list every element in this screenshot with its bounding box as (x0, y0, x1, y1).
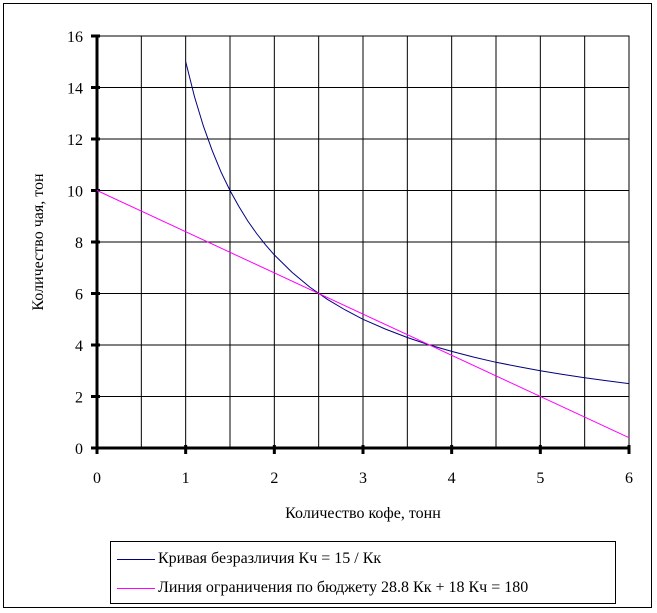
y-tick-label: 4 (75, 338, 83, 355)
y-tick-label: 16 (67, 29, 83, 46)
y-tick-label: 2 (75, 390, 83, 407)
indifference-curve-line (185, 61, 630, 385)
legend: Кривая безразличия Кч = 15 / Кк Линия ог… (110, 541, 616, 604)
legend-item-budget-line: Линия ограничения по бюджету 28.8 Кк + 1… (111, 577, 615, 599)
x-tick-label: 0 (93, 470, 101, 487)
y-tick-label: 0 (75, 441, 83, 458)
y-tick-label: 14 (67, 81, 83, 98)
y-tick-label: 12 (67, 132, 83, 149)
legend-item-indifference-curve: Кривая безразличия Кч = 15 / Кк (111, 548, 615, 570)
legend-swatch-budget-line (117, 588, 155, 589)
legend-swatch-indifference-curve (117, 559, 155, 560)
y-tick-label: 10 (67, 184, 83, 201)
x-tick-label: 4 (448, 470, 456, 487)
y-axis-title: Количество чая, тон (30, 173, 47, 311)
x-tick-label: 6 (625, 470, 633, 487)
x-tick-label: 5 (536, 470, 544, 487)
chart-area (3, 3, 652, 608)
legend-label-indifference-curve: Кривая безразличия Кч = 15 / Кк (158, 550, 382, 567)
x-tick-label: 1 (182, 470, 190, 487)
budget-line (96, 190, 630, 439)
x-axis-title: Количество кофе, тонн (285, 505, 441, 522)
y-tick-label: 6 (75, 287, 83, 304)
legend-label-budget-line: Линия ограничения по бюджету 28.8 Кк + 1… (158, 579, 529, 596)
y-tick-label: 8 (75, 235, 83, 252)
x-tick-label: 3 (359, 470, 367, 487)
x-tick-label: 2 (270, 470, 278, 487)
